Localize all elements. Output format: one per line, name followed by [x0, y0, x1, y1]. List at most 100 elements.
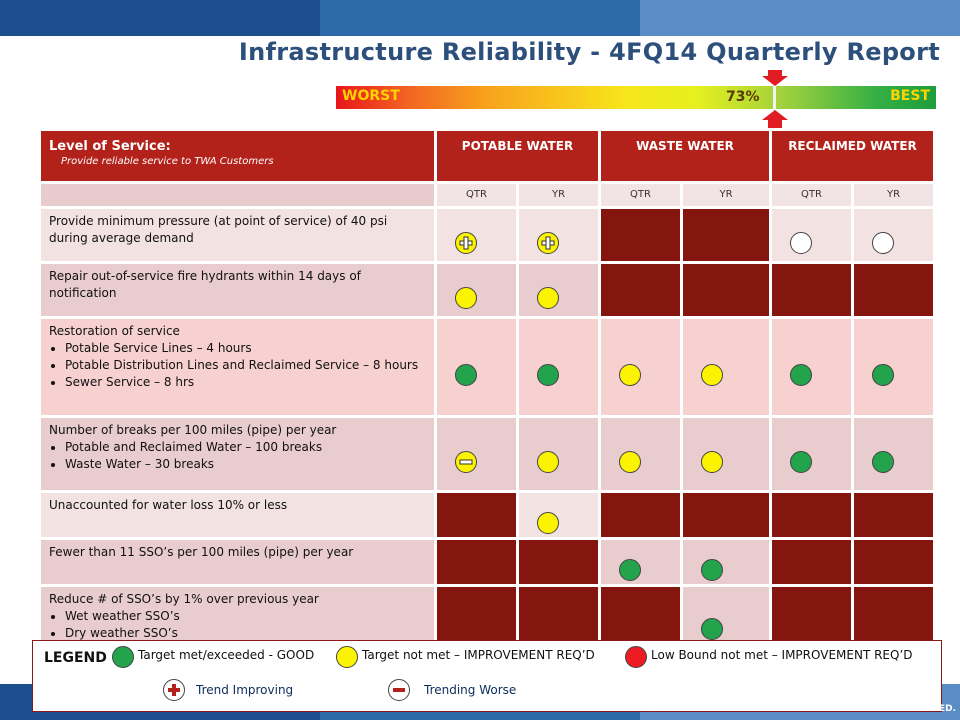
- status-cell: [772, 418, 851, 490]
- row-bullet: Dry weather SSO’s: [65, 625, 426, 642]
- status-cell: [601, 540, 680, 584]
- subheader-qtr: QTR: [437, 184, 516, 206]
- green-status-dot: [701, 618, 723, 640]
- plus-icon: [163, 679, 185, 701]
- column-header-potable: POTABLE WATER: [437, 131, 598, 181]
- table-row: Number of breaks per 100 miles (pipe) pe…: [41, 418, 933, 490]
- not-applicable-cell: [854, 540, 933, 584]
- gauge-worst-label: WORST: [342, 88, 400, 104]
- status-cell: [519, 264, 598, 316]
- row-description-text: Restoration of service: [49, 324, 180, 338]
- row-bullet: Wet weather SSO’s: [65, 608, 426, 625]
- not-applicable-cell: [772, 493, 851, 537]
- white-status-dot: [872, 232, 894, 254]
- yellow-status-dot: [701, 364, 723, 386]
- trend-improving-label: Trend Improving: [196, 683, 294, 697]
- row-bullet-list: Potable Service Lines – 4 hoursPotable D…: [49, 340, 426, 391]
- white-status-dot: [790, 232, 812, 254]
- not-applicable-cell: [437, 540, 516, 584]
- yellow-status-dot: [455, 451, 477, 473]
- row-description: Restoration of service Potable Service Li…: [41, 319, 434, 415]
- yellow-status-dot: [537, 287, 559, 309]
- top-banner: [0, 0, 960, 36]
- not-applicable-cell: [683, 493, 769, 537]
- service-level-table: Level of Service: Provide reliable servi…: [38, 128, 936, 705]
- yellow-status-dot: [455, 287, 477, 309]
- status-cell: [601, 418, 680, 490]
- gauge-best-label: BEST: [890, 88, 930, 104]
- row-bullet: Potable and Reclaimed Water – 100 breaks: [65, 439, 426, 456]
- status-cell: [854, 319, 933, 415]
- status-cell: [854, 418, 933, 490]
- not-applicable-cell: [854, 264, 933, 316]
- legend-green-dot: [112, 646, 134, 668]
- status-cell: [519, 319, 598, 415]
- column-header-waste: WASTE WATER: [601, 131, 769, 181]
- status-cell: [772, 209, 851, 261]
- banner-segment: [0, 0, 320, 36]
- green-status-dot: [790, 364, 812, 386]
- status-cell: [683, 319, 769, 415]
- not-applicable-cell: [683, 209, 769, 261]
- table-row: Repair out-of-service fire hydrants with…: [41, 264, 933, 316]
- banner-segment: [640, 0, 960, 36]
- subheader-blank: [41, 184, 434, 206]
- gauge-marker-line: [773, 83, 776, 113]
- triangle-marker-icon: [762, 110, 788, 128]
- status-cell: [437, 209, 516, 261]
- not-applicable-cell: [437, 493, 516, 537]
- yellow-status-dot: [619, 364, 641, 386]
- status-cell: [683, 540, 769, 584]
- yellow-status-dot: [619, 451, 641, 473]
- row-bullet: Sewer Service – 8 hrs: [65, 374, 426, 391]
- table-row: Unaccounted for water loss 10% or less: [41, 493, 933, 537]
- banner-segment: [320, 0, 640, 36]
- row-bullet: Potable Distribution Lines and Reclaimed…: [65, 357, 426, 374]
- row-bullet: Waste Water – 30 breaks: [65, 456, 426, 473]
- row-description-text: Number of breaks per 100 miles (pipe) pe…: [49, 423, 337, 437]
- not-applicable-cell: [854, 493, 933, 537]
- not-applicable-cell: [772, 540, 851, 584]
- legend-title: LEGEND: [44, 650, 107, 666]
- yellow-status-dot: [455, 232, 477, 254]
- table-row: Restoration of service Potable Service Li…: [41, 319, 933, 415]
- yellow-status-dot: [537, 232, 559, 254]
- table-body: Provide minimum pressure (at point of se…: [41, 209, 933, 702]
- column-header-reclaimed: RECLAIMED WATER: [772, 131, 933, 181]
- status-cell: [519, 418, 598, 490]
- copyright-text: © 2015 Water Research Foundation. ALL RI…: [649, 704, 956, 714]
- row-description-text: Unaccounted for water loss 10% or less: [49, 498, 288, 512]
- status-cell: [437, 418, 516, 490]
- row-bullet-list: Potable and Reclaimed Water – 100 breaks…: [49, 439, 426, 473]
- status-cell: [601, 319, 680, 415]
- green-status-dot: [537, 364, 559, 386]
- not-applicable-cell: [772, 264, 851, 316]
- row-description-text: Repair out-of-service fire hydrants with…: [49, 269, 361, 300]
- yellow-status-dot: [537, 451, 559, 473]
- status-cell: [519, 493, 598, 537]
- plus-icon: [541, 236, 555, 250]
- row-bullet: Potable Service Lines – 4 hours: [65, 340, 426, 357]
- subheader-qtr: QTR: [772, 184, 851, 206]
- not-applicable-cell: [601, 209, 680, 261]
- subheader-qtr: QTR: [601, 184, 680, 206]
- trending-worse-label: Trending Worse: [424, 683, 517, 697]
- legend-good-label: Target met/exceeded - GOOD: [138, 648, 315, 662]
- legend-low-bound-label: Low Bound not met – IMPROVEMENT REQ’D: [651, 648, 913, 662]
- legend-not-met-label: Target not met – IMPROVEMENT REQ’D: [362, 648, 595, 662]
- status-cell: [437, 264, 516, 316]
- los-title: Level of Service:: [49, 139, 171, 154]
- row-description: Fewer than 11 SSO’s per 100 miles (pipe)…: [41, 540, 434, 584]
- row-description: Provide minimum pressure (at point of se…: [41, 209, 434, 261]
- row-description-text: Fewer than 11 SSO’s per 100 miles (pipe)…: [49, 545, 354, 559]
- minus-icon: [459, 459, 473, 465]
- green-status-dot: [701, 559, 723, 581]
- green-status-dot: [872, 451, 894, 473]
- reliability-gauge: WORST 73% BEST: [336, 86, 936, 109]
- not-applicable-cell: [601, 493, 680, 537]
- yellow-status-dot: [537, 512, 559, 534]
- table-row: Fewer than 11 SSO’s per 100 miles (pipe)…: [41, 540, 933, 584]
- status-cell: [772, 319, 851, 415]
- subheader-yr: YR: [854, 184, 933, 206]
- not-applicable-cell: [519, 540, 598, 584]
